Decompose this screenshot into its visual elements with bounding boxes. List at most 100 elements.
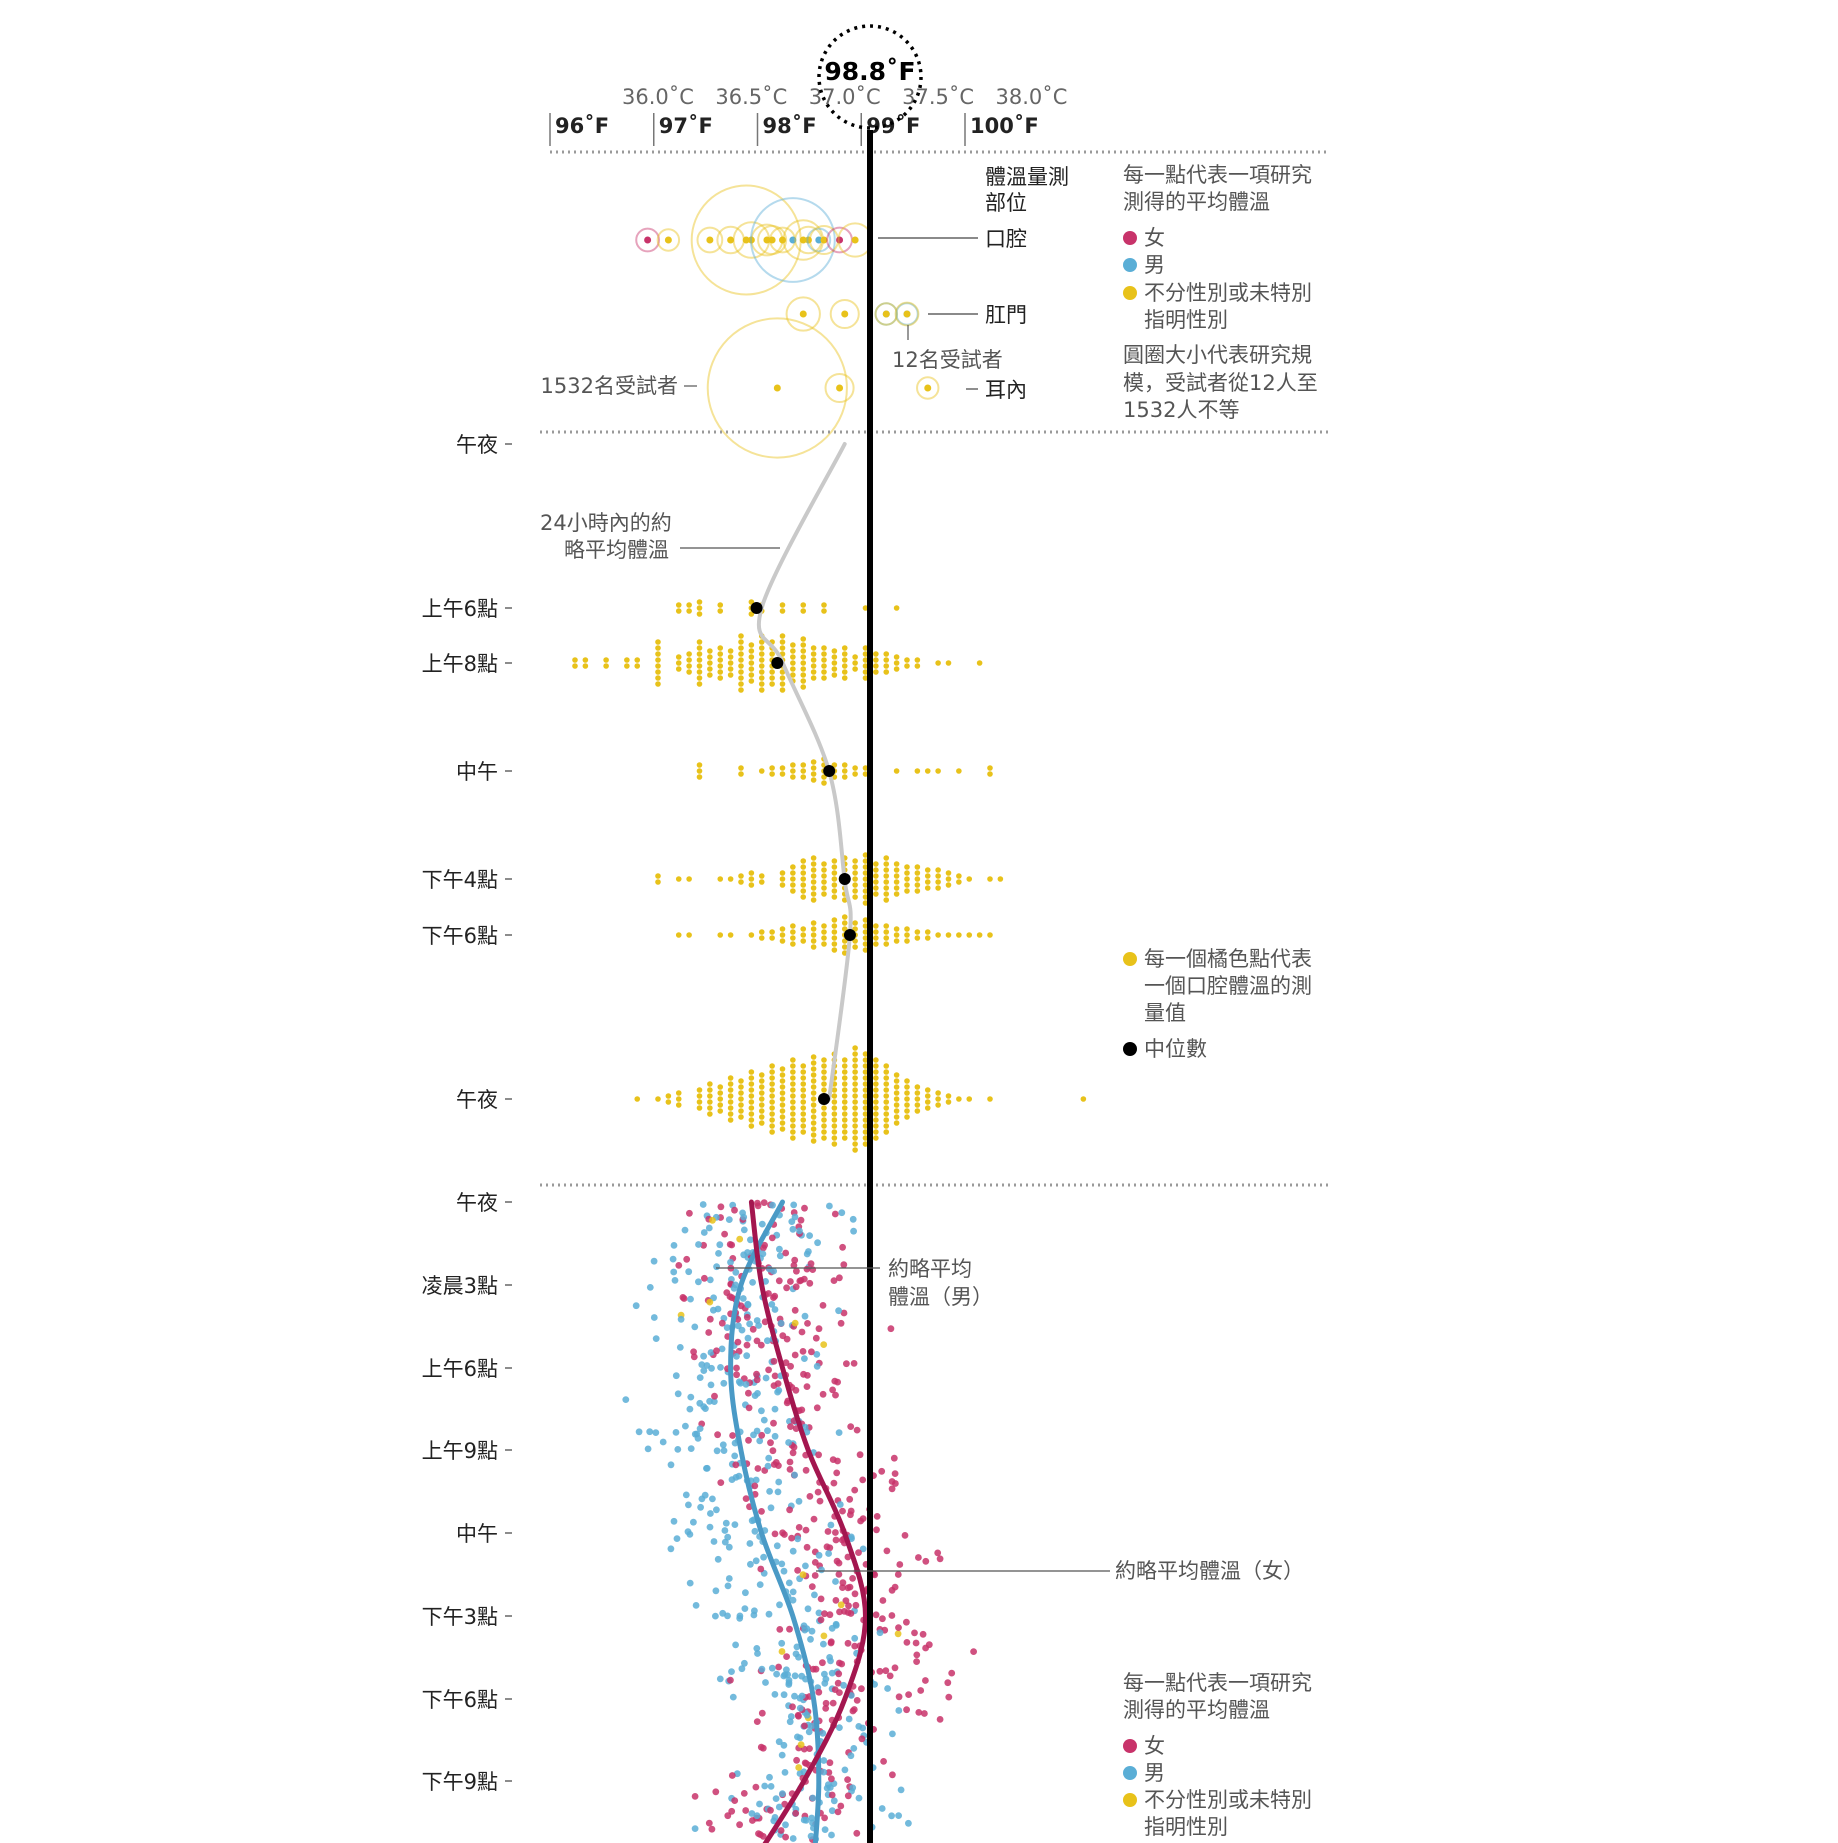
legend3-unspecified-line1: 不分性別或未特別 bbox=[1144, 1788, 1312, 1812]
female-study-dot bbox=[745, 1436, 752, 1444]
female-study-dot bbox=[789, 1703, 796, 1711]
oral-reading-dot bbox=[779, 1120, 786, 1126]
study-circle bbox=[757, 224, 788, 256]
oral-reading-dot bbox=[893, 1120, 900, 1126]
female-study-dot bbox=[851, 1590, 859, 1598]
female-study-dot bbox=[853, 1829, 861, 1837]
male-study-dot bbox=[825, 1550, 832, 1557]
oral-reading-dot bbox=[655, 879, 661, 885]
male-study-dot bbox=[802, 1562, 809, 1570]
oral-reading-dot bbox=[862, 1087, 869, 1093]
female-study-dot bbox=[842, 1597, 850, 1605]
legend1-unspecified-line1: 不分性別或未特別 bbox=[1144, 281, 1312, 305]
female-study-dot bbox=[844, 1792, 852, 1800]
oral-reading-dot bbox=[779, 765, 786, 771]
oral-reading-dot bbox=[738, 651, 744, 657]
oral-reading-dot bbox=[935, 932, 941, 938]
male-study-dot bbox=[700, 1367, 708, 1374]
study-point bbox=[820, 236, 828, 244]
oral-reading-dot bbox=[862, 1117, 869, 1123]
size-note-line1: 圓圈大小代表研究規 bbox=[1123, 343, 1312, 367]
oral-reading-dot bbox=[831, 870, 838, 876]
oral-reading-dot bbox=[769, 1081, 775, 1087]
female-study-dot bbox=[761, 1241, 768, 1249]
male-study-dot bbox=[815, 1551, 823, 1559]
female-study-dot bbox=[833, 1469, 841, 1477]
oral-reading-dot bbox=[790, 768, 796, 774]
oral-reading-dot bbox=[862, 771, 869, 777]
female-study-dot bbox=[690, 1353, 698, 1361]
male-study-dot bbox=[778, 1560, 786, 1568]
oral-reading-dot bbox=[821, 1063, 827, 1069]
female-study-dot bbox=[843, 1360, 850, 1368]
male-study-dot bbox=[771, 1306, 779, 1313]
female-study-dot bbox=[679, 1294, 687, 1301]
oral-reading-dot bbox=[873, 1093, 879, 1099]
oral-reading-dot bbox=[738, 645, 744, 651]
oral-reading-dot bbox=[769, 1075, 775, 1081]
female-study-dot bbox=[767, 1439, 774, 1447]
oral-reading-dot bbox=[873, 891, 879, 897]
oral-reading-dot bbox=[717, 1084, 724, 1090]
oral-reading-dot bbox=[738, 1108, 744, 1114]
female-study-dot bbox=[815, 1451, 822, 1459]
male-study-dot bbox=[756, 1800, 763, 1808]
avg-curve-label-line1: 24小時內的約 bbox=[540, 511, 672, 535]
oral-reading-dot bbox=[748, 1093, 755, 1099]
oral-reading-dot bbox=[945, 882, 952, 888]
study-circle bbox=[824, 372, 855, 404]
oral-reading-dot bbox=[758, 651, 765, 657]
oral-reading-dot bbox=[779, 876, 786, 882]
oral-reading-dot bbox=[873, 1063, 879, 1069]
oral-reading-dot bbox=[748, 1075, 755, 1081]
male-study-dot bbox=[769, 1201, 776, 1209]
oral-reading-dot bbox=[873, 657, 879, 663]
oral-reading-dot bbox=[738, 669, 744, 675]
oral-reading-dot bbox=[873, 1069, 879, 1075]
oral-reading-dot bbox=[738, 879, 744, 885]
time-label: 午夜 bbox=[456, 1191, 498, 1215]
oral-reading-dot bbox=[883, 891, 890, 897]
time-label: 下午9點 bbox=[422, 1770, 498, 1794]
female-study-dot bbox=[701, 1274, 708, 1282]
oral-reading-dot bbox=[779, 669, 786, 675]
oral-reading-dot bbox=[696, 639, 703, 645]
male-study-dot bbox=[766, 1773, 773, 1781]
oral-reading-dot bbox=[893, 1078, 900, 1084]
oral-reading-dot bbox=[862, 1123, 869, 1129]
female-study-dot bbox=[743, 1313, 751, 1321]
oral-reading-dot bbox=[707, 672, 713, 678]
oral-reading-dot bbox=[893, 879, 900, 885]
female-study-dot bbox=[846, 1495, 854, 1503]
male-study-dot bbox=[760, 1416, 768, 1424]
male-study-dot bbox=[876, 1629, 884, 1637]
female-study-dot bbox=[837, 1601, 845, 1609]
male-study-dot bbox=[700, 1403, 708, 1411]
oral-reading-dot bbox=[883, 885, 890, 891]
oral-reading-dot bbox=[904, 663, 910, 669]
female-study-dot bbox=[913, 1651, 921, 1659]
female-study-dot bbox=[945, 1693, 953, 1701]
oral-reading-dot bbox=[769, 765, 775, 771]
female-study-dot bbox=[767, 1806, 774, 1814]
female-study-dot bbox=[810, 1515, 818, 1523]
male-study-dot bbox=[821, 1670, 828, 1678]
celsius-tick-label: 37.5˚C bbox=[902, 85, 974, 109]
male-study-dot bbox=[748, 1810, 756, 1817]
oral-reading-dot bbox=[831, 672, 838, 678]
oral-reading-dot bbox=[821, 1105, 827, 1111]
male-study-dot bbox=[756, 1437, 764, 1445]
male-study-dot bbox=[732, 1641, 739, 1649]
oral-reading-dot bbox=[707, 660, 713, 666]
oral-reading-dot bbox=[862, 888, 869, 894]
female-study-dot bbox=[832, 1529, 839, 1536]
oral-reading-dot bbox=[758, 669, 765, 675]
female-study-dot bbox=[803, 1383, 811, 1390]
oral-reading-dot bbox=[831, 666, 838, 672]
oral-reading-dot bbox=[883, 1063, 890, 1069]
oral-reading-dot bbox=[945, 876, 952, 882]
oral-reading-dot bbox=[841, 1123, 848, 1129]
female-study-dot bbox=[794, 1567, 801, 1574]
oral-reading-dot bbox=[821, 941, 827, 947]
oral-reading-dot bbox=[790, 876, 796, 882]
